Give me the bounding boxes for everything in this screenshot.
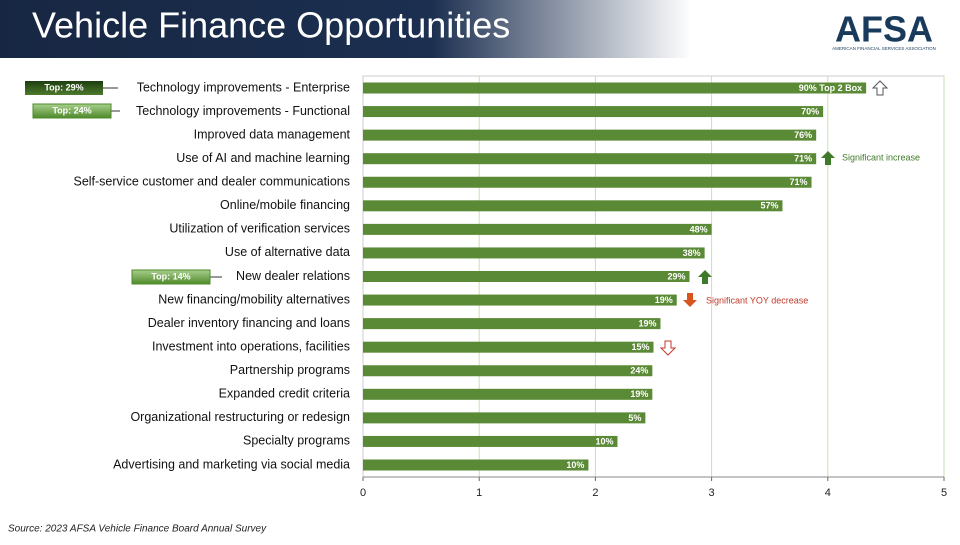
top-box-label: Top: 29% — [44, 82, 83, 92]
value-label: 24% — [630, 366, 648, 376]
bar — [363, 365, 653, 377]
value-label: 10% — [566, 460, 584, 470]
y-tick-label: Organizational restructuring or redesign — [130, 410, 350, 424]
annotation: Significant YOY decrease — [706, 295, 808, 305]
value-label: 29% — [668, 271, 686, 281]
x-tick-label: 4 — [825, 487, 831, 499]
bar — [363, 341, 654, 353]
value-label: 10% — [595, 436, 613, 446]
y-tick-label: Improved data management — [194, 127, 351, 141]
y-tick-label: Use of alternative data — [225, 245, 350, 259]
y-tick-label: Utilization of verification services — [169, 222, 350, 236]
value-label: 76% — [794, 130, 812, 140]
x-tick-label: 3 — [709, 487, 715, 499]
value-label: 90% Top 2 Box — [799, 83, 862, 93]
value-label: 19% — [638, 319, 656, 329]
arrow-down — [683, 293, 697, 307]
y-tick-label: Use of AI and machine learning — [176, 151, 350, 165]
bar — [363, 153, 817, 165]
bar — [363, 294, 677, 306]
arrow-up — [698, 270, 712, 284]
header-band — [0, 0, 960, 58]
y-tick-label: Self-service customer and dealer communi… — [73, 175, 350, 189]
top-box-label: Top: 14% — [151, 271, 190, 281]
y-tick-label: Expanded credit criteria — [219, 387, 350, 401]
source: Source: 2023 AFSA Vehicle Finance Board … — [8, 524, 267, 535]
bar — [363, 271, 690, 282]
bar — [363, 82, 867, 94]
bar — [363, 106, 824, 118]
value-label: 48% — [690, 224, 708, 234]
y-tick-label: Advertising and marketing via social med… — [113, 457, 350, 471]
plot: 0 1 2 3 4 5 Technology improvements - Enterpri… — [73, 76, 947, 499]
value-label: 15% — [631, 342, 649, 352]
bar — [363, 129, 817, 141]
logo: AFSA — [835, 9, 933, 50]
y-tick-label: Specialty programs — [243, 434, 350, 448]
value-label: 5% — [628, 413, 641, 423]
value-label: 70% — [801, 106, 819, 116]
arrow-up-outline — [871, 80, 889, 96]
top-box — [131, 269, 211, 285]
bar — [363, 247, 705, 259]
x-tick-label: 5 — [941, 487, 947, 499]
y-tick-label: Technology improvements - Functional — [136, 104, 350, 118]
top-box-label: Top: 24% — [52, 105, 91, 115]
top-box — [25, 81, 103, 95]
bar — [363, 388, 653, 400]
x-tick-label: 0 — [360, 487, 366, 499]
y-tick-label: New dealer relations — [236, 269, 350, 283]
bar — [363, 176, 812, 188]
bar — [363, 223, 712, 235]
x-tick-label: 2 — [592, 487, 598, 499]
value-label: 19% — [630, 389, 648, 399]
y-tick-label: Technology improvements - Enterprise — [137, 80, 350, 94]
logo-subtitle: AMERICAN FINANCIAL SERVICES ASSOCIATION — [832, 46, 936, 51]
bar — [363, 200, 783, 212]
y-tick-label: Investment into operations, facilities — [152, 339, 350, 353]
annotation: Significant increase — [842, 152, 920, 162]
y-tick-label: Dealer inventory financing and loans — [148, 316, 350, 330]
y-tick-label: New financing/mobility alternatives — [158, 292, 350, 306]
bar — [363, 318, 661, 330]
bar — [363, 435, 618, 447]
value-label: 71% — [790, 177, 808, 187]
bar — [363, 459, 589, 471]
value-label: 71% — [794, 154, 812, 164]
arrow-up — [821, 151, 835, 165]
value-label: 38% — [683, 248, 701, 258]
title: Vehicle Finance Opportunities — [32, 5, 510, 46]
y-tick-label: Online/mobile financing — [220, 198, 350, 212]
bar — [363, 412, 646, 424]
top-box — [32, 103, 112, 119]
value-label: 19% — [655, 295, 673, 305]
y-tick-label: Partnership programs — [230, 363, 350, 377]
x-tick-label: 1 — [476, 487, 482, 499]
value-label: 57% — [760, 201, 778, 211]
arrow-down-outline — [659, 340, 677, 356]
